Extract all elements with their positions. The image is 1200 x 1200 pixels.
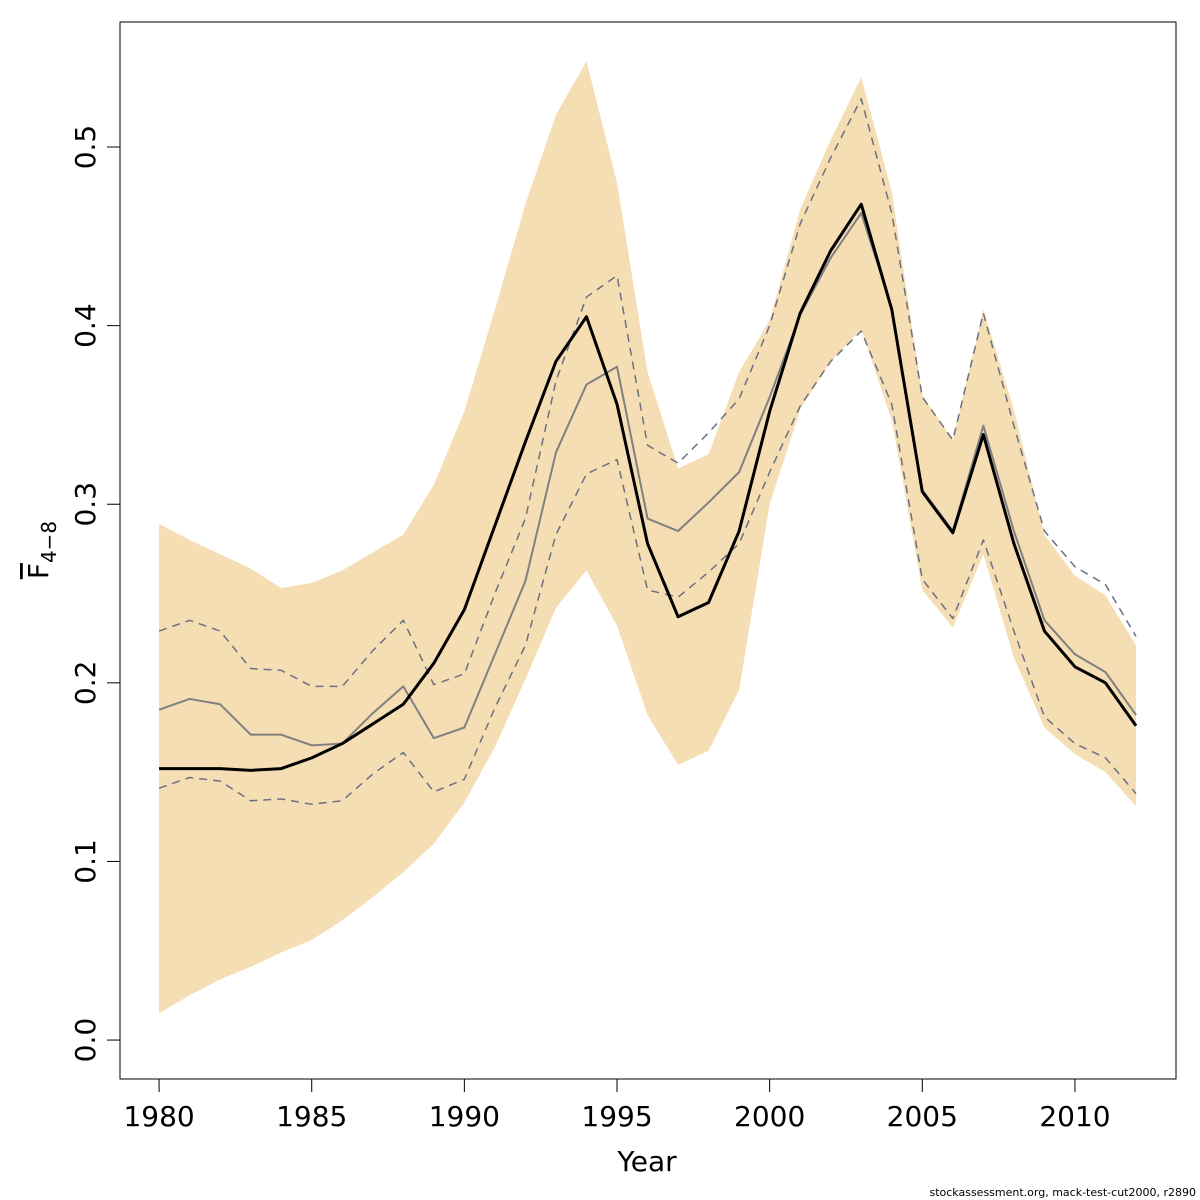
line-series bbox=[158, 212, 1137, 747]
y-tick-label: 0.4 bbox=[69, 303, 102, 348]
y-axis-label-main: F bbox=[22, 563, 55, 579]
x-tick-label: 1980 bbox=[123, 1100, 194, 1133]
y-axis-label-sub: 4−8 bbox=[37, 521, 61, 563]
footer: stockassessment.org, mack-test-cut2000, … bbox=[929, 1186, 1196, 1199]
x-tick-label: 2005 bbox=[887, 1100, 958, 1133]
x-tick-label: 2010 bbox=[1039, 1100, 1110, 1133]
x-tick-label: 2000 bbox=[734, 1100, 805, 1133]
x-tick-label: 1985 bbox=[276, 1100, 347, 1133]
x-axis-label: Year bbox=[616, 1145, 677, 1178]
y-tick-label: 0.2 bbox=[69, 661, 102, 706]
x-tick-label: 1990 bbox=[429, 1100, 500, 1133]
line-series bbox=[158, 330, 1137, 806]
y-tick-label: 0.3 bbox=[69, 482, 102, 527]
y-tick-label: 0.1 bbox=[69, 839, 102, 884]
y-tick-label: 0.5 bbox=[69, 125, 102, 170]
y-tick-label: 0.0 bbox=[69, 1018, 102, 1063]
y-axis-label: F4−8 bbox=[22, 521, 61, 579]
line-series bbox=[158, 98, 1137, 688]
line-series bbox=[159, 202, 1138, 772]
x-tick-label: 1995 bbox=[581, 1100, 652, 1133]
